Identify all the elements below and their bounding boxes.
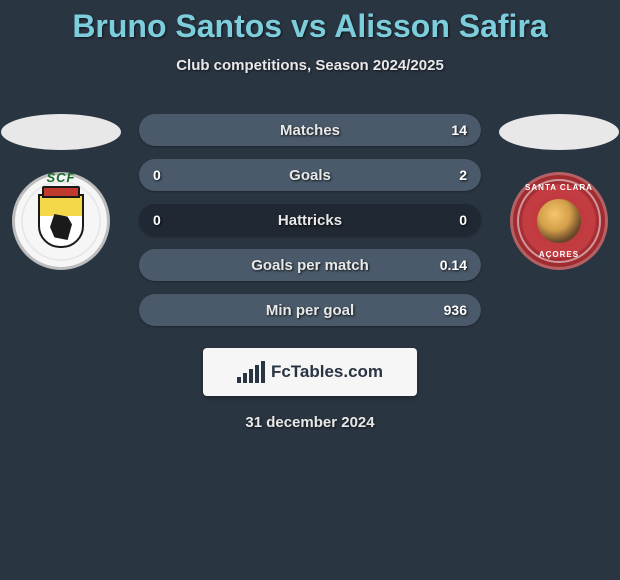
- chart-icon: [237, 361, 265, 383]
- stat-bar: 936Min per goal: [139, 294, 481, 326]
- brand-text: FcTables.com: [271, 362, 383, 382]
- stats-column: 14Matches 02Goals 00Hattricks 0.14Goals per…: [139, 114, 481, 326]
- left-club-badge: SCF: [12, 172, 110, 270]
- right-player-col: SANTA CLARA AÇORES: [499, 114, 619, 270]
- stat-label: Goals per match: [139, 257, 481, 274]
- page-title: Bruno Santos vs Alisson Safira: [0, 8, 620, 45]
- brand-logo: FcTables.com: [203, 348, 417, 396]
- left-player-col: SCF: [1, 114, 121, 270]
- stat-label: Min per goal: [139, 302, 481, 319]
- stat-label: Hattricks: [139, 212, 481, 229]
- left-player-avatar: [1, 114, 121, 150]
- right-club-text-bot: AÇORES: [513, 250, 605, 259]
- subtitle: Club competitions, Season 2024/2025: [0, 57, 620, 74]
- stat-label: Matches: [139, 122, 481, 139]
- stat-bar: 0.14Goals per match: [139, 249, 481, 281]
- comparison-card: Bruno Santos vs Alisson Safira Club comp…: [0, 0, 620, 431]
- main-row: SCF 14Matches 02Goals 00Hattricks 0.14Goals…: [0, 114, 620, 326]
- stat-bar: 00Hattricks: [139, 204, 481, 236]
- right-player-avatar: [499, 114, 619, 150]
- stat-bar: 14Matches: [139, 114, 481, 146]
- right-club-text-top: SANTA CLARA: [513, 183, 605, 192]
- eagle-icon: [537, 199, 581, 243]
- left-club-initials: SCF: [40, 170, 82, 185]
- stat-label: Goals: [139, 167, 481, 184]
- shield-icon: SCF: [38, 194, 84, 248]
- right-club-badge: SANTA CLARA AÇORES: [510, 172, 608, 270]
- stat-bar: 02Goals: [139, 159, 481, 191]
- date-line: 31 december 2024: [0, 414, 620, 431]
- lion-icon: [50, 214, 72, 240]
